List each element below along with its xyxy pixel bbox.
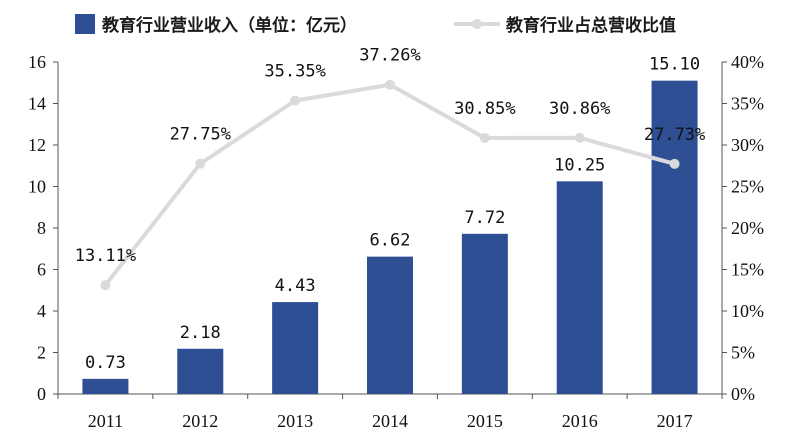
line-value-label: 35.35% bbox=[264, 62, 325, 82]
bar bbox=[82, 378, 129, 394]
left-tick-label: 12 bbox=[28, 135, 46, 155]
line-point bbox=[574, 132, 585, 143]
bar bbox=[556, 181, 603, 394]
right-tick-label: 35% bbox=[731, 94, 764, 114]
bar bbox=[272, 302, 319, 394]
bar bbox=[367, 256, 413, 394]
line-value-label: 27.73% bbox=[644, 125, 705, 145]
bar-value-label: 4.43 bbox=[275, 276, 316, 296]
left-axis-ticks: 0 2 4 6 8 10 12 14 16 bbox=[28, 52, 58, 404]
line-value-label: 27.75% bbox=[170, 125, 231, 145]
x-tick-label: 2017 bbox=[657, 411, 693, 431]
line-point bbox=[100, 280, 111, 291]
bar bbox=[177, 348, 224, 394]
bar-series bbox=[82, 80, 698, 395]
right-tick-label: 10% bbox=[731, 301, 764, 321]
right-tick-label: 25% bbox=[731, 177, 764, 197]
bar-value-label: 7.72 bbox=[464, 208, 505, 228]
left-tick-label: 6 bbox=[37, 260, 46, 280]
bar-value-label: 0.73 bbox=[85, 353, 126, 373]
x-tick-label: 2011 bbox=[88, 411, 123, 431]
x-tick-label: 2013 bbox=[277, 411, 313, 431]
x-tick-label: 2016 bbox=[562, 411, 598, 431]
line-series bbox=[100, 79, 680, 291]
x-tick-label: 2015 bbox=[467, 411, 503, 431]
left-tick-label: 14 bbox=[28, 94, 46, 114]
x-tick-label: 2014 bbox=[372, 411, 408, 431]
left-tick-label: 4 bbox=[37, 301, 46, 321]
bar-value-label: 6.62 bbox=[370, 231, 411, 251]
bar-value-label: 2.18 bbox=[180, 323, 221, 343]
left-tick-label: 16 bbox=[28, 52, 46, 72]
left-tick-label: 2 bbox=[37, 343, 46, 363]
x-axis-ticks: 2011 2012 2013 2014 2015 2016 2017 bbox=[57, 394, 723, 431]
bar bbox=[461, 233, 508, 394]
right-tick-label: 30% bbox=[731, 135, 764, 155]
right-tick-label: 40% bbox=[731, 52, 764, 72]
line-point bbox=[385, 79, 395, 90]
x-tick-label: 2012 bbox=[182, 411, 218, 431]
line-value-label: 37.26% bbox=[359, 46, 420, 66]
bar-value-label: 10.25 bbox=[554, 155, 605, 175]
legend-bar-swatch bbox=[75, 14, 95, 34]
line-point bbox=[479, 132, 490, 143]
bar-value-labels: 0.73 2.18 4.43 6.62 7.72 10.25 15.10 bbox=[85, 55, 700, 373]
legend-line-marker bbox=[472, 19, 482, 29]
legend-item-line: 教育行业占总营收比值 bbox=[454, 15, 676, 36]
bar bbox=[651, 80, 698, 395]
legend: 教育行业营业收入（单位：亿元） 教育行业占总营收比值 bbox=[75, 14, 676, 36]
left-tick-label: 10 bbox=[28, 177, 46, 197]
line-point bbox=[669, 158, 680, 169]
line-value-labels: 13.11% 27.75% 35.35% 37.26% 30.85% 30.86% 27.7… bbox=[75, 46, 706, 266]
right-axis-ticks: 0% 5% 10% 15% 20% 25% 30% 35% 40% bbox=[722, 52, 764, 404]
left-tick-label: 8 bbox=[37, 218, 46, 238]
line-point bbox=[195, 158, 206, 169]
line-value-label: 13.11% bbox=[75, 246, 136, 266]
right-tick-label: 20% bbox=[731, 218, 764, 238]
legend-bar-label: 教育行业营业收入（单位：亿元） bbox=[101, 15, 357, 36]
bar-value-label: 15.10 bbox=[649, 55, 700, 75]
left-tick-label: 0 bbox=[37, 384, 46, 404]
legend-item-bar: 教育行业营业收入（单位：亿元） bbox=[75, 14, 357, 36]
right-tick-label: 5% bbox=[731, 343, 755, 363]
legend-line-label: 教育行业占总营收比值 bbox=[505, 15, 676, 36]
right-tick-label: 15% bbox=[731, 260, 764, 280]
line-value-label: 30.85% bbox=[454, 99, 515, 119]
line-value-label: 30.86% bbox=[549, 99, 610, 119]
right-tick-label: 0% bbox=[731, 384, 755, 404]
line-point bbox=[290, 95, 301, 106]
